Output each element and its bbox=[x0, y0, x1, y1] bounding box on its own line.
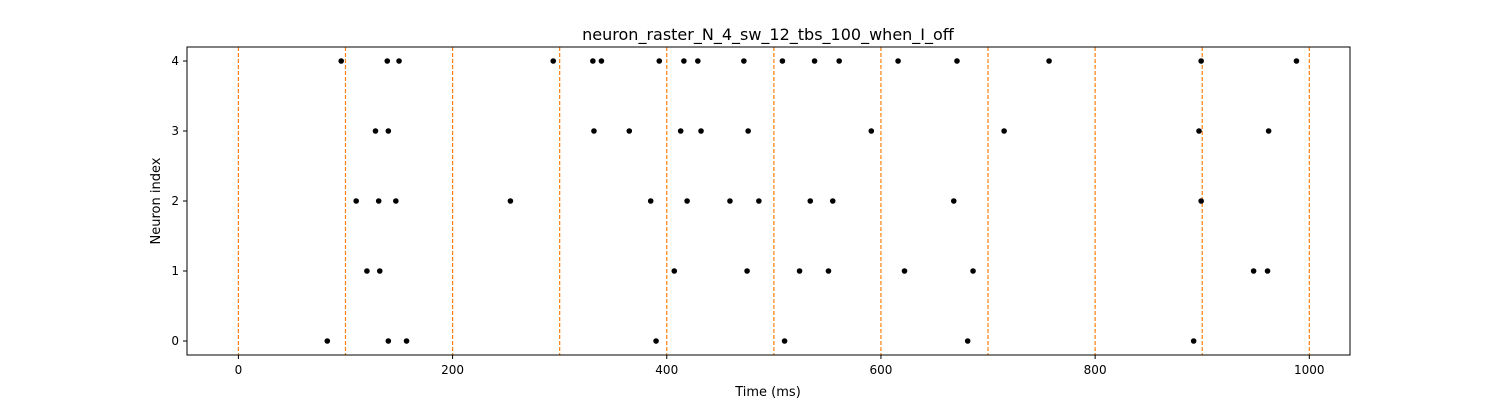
spike-point bbox=[385, 128, 392, 134]
spike-point bbox=[744, 268, 750, 274]
spike-point bbox=[375, 198, 382, 204]
y-axis-label: Neuron index bbox=[149, 157, 164, 244]
spike-point bbox=[745, 128, 751, 134]
spike-point bbox=[741, 58, 747, 64]
spike-point bbox=[901, 268, 908, 274]
spike-point bbox=[353, 198, 360, 204]
spike-point bbox=[829, 198, 836, 204]
y-tick-label: 3 bbox=[171, 124, 179, 138]
spike-point bbox=[695, 58, 701, 64]
y-tick-label: 2 bbox=[171, 194, 179, 208]
spike-point bbox=[550, 58, 557, 64]
spike-point bbox=[671, 268, 678, 274]
spike-point bbox=[385, 338, 392, 344]
spike-point bbox=[1250, 268, 1257, 274]
y-tick-label: 1 bbox=[171, 264, 179, 278]
plot-area-frame bbox=[186, 46, 1351, 356]
spike-point bbox=[868, 128, 875, 134]
spike-point bbox=[507, 198, 514, 204]
spike-point bbox=[591, 128, 597, 134]
spike-point bbox=[656, 58, 663, 64]
spike-point bbox=[779, 58, 786, 64]
spike-point bbox=[807, 198, 814, 204]
spike-point bbox=[1001, 128, 1007, 134]
spike-point bbox=[364, 268, 370, 274]
spike-point bbox=[681, 58, 687, 64]
spike-point bbox=[1264, 268, 1271, 274]
x-axis-label: Time (ms) bbox=[734, 385, 801, 400]
spike-point bbox=[964, 338, 971, 344]
x-tick-label: 600 bbox=[869, 363, 892, 377]
spike-point bbox=[590, 58, 596, 64]
spike-point bbox=[1265, 128, 1272, 134]
spike-point bbox=[653, 338, 659, 344]
spike-point bbox=[384, 58, 391, 64]
spike-point bbox=[756, 198, 762, 204]
spike-point bbox=[836, 58, 842, 64]
spike-point bbox=[796, 268, 803, 274]
spike-point bbox=[895, 58, 901, 64]
x-tick-label: 400 bbox=[655, 363, 678, 377]
spike-point bbox=[393, 198, 399, 204]
chart-title: neuron_raster_N_4_sw_12_tbs_100_when_I_o… bbox=[582, 25, 955, 45]
spike-point bbox=[1190, 338, 1197, 344]
spike-point bbox=[1198, 58, 1204, 64]
spike-points bbox=[324, 58, 1300, 344]
spike-point bbox=[338, 58, 345, 64]
x-tick-label: 1000 bbox=[1294, 363, 1325, 377]
spike-point bbox=[1196, 128, 1202, 134]
boundary-lines bbox=[237, 47, 1310, 355]
spike-point bbox=[781, 338, 788, 344]
spike-point bbox=[396, 58, 402, 64]
y-axis-ticks: 0 1 2 3 4 bbox=[171, 54, 187, 348]
y-tick-label: 4 bbox=[171, 54, 179, 68]
spike-point bbox=[324, 338, 331, 344]
spike-point bbox=[598, 58, 605, 64]
spike-point bbox=[698, 128, 704, 134]
spike-point bbox=[376, 268, 383, 274]
spike-point bbox=[684, 198, 690, 204]
spike-point bbox=[403, 338, 410, 344]
x-tick-label: 200 bbox=[441, 363, 464, 377]
spike-point bbox=[647, 198, 654, 204]
y-tick-label: 0 bbox=[171, 334, 179, 348]
spike-point bbox=[970, 268, 976, 274]
spike-point bbox=[825, 268, 832, 274]
x-tick-label: 0 bbox=[235, 363, 243, 377]
spike-point bbox=[954, 58, 960, 64]
spike-point bbox=[950, 198, 957, 204]
spike-point bbox=[811, 58, 818, 64]
spike-point bbox=[1046, 58, 1052, 64]
x-tick-label: 800 bbox=[1084, 363, 1107, 377]
spike-point bbox=[372, 128, 379, 134]
spike-point bbox=[727, 198, 733, 204]
spike-point bbox=[626, 128, 633, 134]
spike-point bbox=[1198, 198, 1204, 204]
x-axis-ticks: 0 200 400 600 800 1000 bbox=[235, 355, 1325, 377]
spike-point bbox=[677, 128, 684, 134]
spike-point bbox=[1293, 58, 1300, 64]
